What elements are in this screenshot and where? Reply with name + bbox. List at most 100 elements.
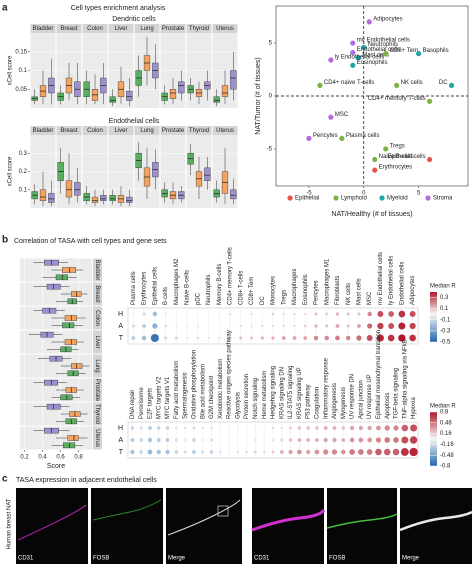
dot — [236, 450, 240, 454]
column-label: P53 pathway — [306, 384, 312, 419]
dot — [209, 450, 214, 454]
column-label: Heme metabolism — [262, 371, 268, 419]
column-label: Oxidative phosphorylation — [191, 350, 197, 419]
column-label: Adipocytes — [410, 276, 416, 305]
dot — [141, 335, 147, 341]
facet-label: Liver — [114, 128, 127, 134]
facet-label: Liver — [114, 26, 127, 32]
dot — [196, 324, 199, 328]
column-label: MSC — [367, 291, 373, 305]
point — [448, 82, 455, 89]
colorbar-title: Median R — [430, 404, 456, 410]
point-label: Adipocytes — [373, 16, 402, 22]
dot — [303, 324, 307, 328]
y-axis-label: xCell score — [8, 55, 14, 85]
point — [328, 57, 334, 63]
column-label: Monocytes — [271, 276, 277, 305]
column-label: Plasma cells — [131, 271, 137, 305]
column-label: Macrophages M2 — [174, 258, 180, 305]
facet-strip — [93, 378, 102, 402]
dot — [186, 312, 189, 316]
facet-strip — [134, 24, 160, 33]
y-axis-label: NAT/Tumor (# of tissues) — [255, 57, 262, 134]
dot — [314, 449, 320, 455]
image-label: Merge — [402, 556, 420, 562]
dot — [398, 334, 406, 342]
dot — [174, 438, 178, 442]
facet-label: Thyroid — [189, 26, 209, 32]
dot — [349, 437, 355, 443]
dot — [335, 324, 340, 328]
x-tick-label: 0.6 — [56, 455, 65, 461]
box — [55, 274, 68, 281]
column-label: Bile acid metabolism — [200, 364, 206, 419]
dot — [315, 438, 319, 442]
y-tick-label: 5 — [269, 41, 273, 47]
image-label: CD31 — [254, 556, 270, 562]
facet-strip — [160, 24, 186, 33]
column-label: Apical junction — [358, 380, 364, 419]
dot — [175, 426, 178, 430]
column-label: NK cells — [346, 283, 352, 305]
panel-letter: b — [2, 235, 8, 246]
box — [62, 267, 76, 273]
dot — [271, 336, 275, 340]
box — [126, 90, 133, 101]
column-label: Hypoxia — [411, 397, 417, 419]
y-tick-label: 0.2 — [19, 169, 28, 175]
image-label: Merge — [168, 556, 186, 562]
facet-strip — [30, 126, 56, 135]
y-tick-label: 0.15 — [15, 49, 27, 55]
column-label: TNF-alpha signaling via NFkB — [402, 339, 408, 419]
dot — [280, 438, 284, 442]
dot — [367, 323, 373, 329]
x-axis-label: NAT/Healthy (# of tissues) — [331, 211, 412, 218]
dot — [174, 336, 178, 340]
dot — [236, 438, 239, 442]
dot — [262, 450, 266, 454]
microscopy-images — [16, 488, 473, 564]
panel-title: TASA expression in adjacent endothelial … — [16, 477, 157, 484]
zoom-box — [217, 505, 229, 517]
image-label: FOSB — [329, 556, 345, 562]
image-label: FOSB — [93, 556, 109, 562]
dot — [377, 322, 384, 330]
column-label: Protein secretion — [244, 374, 250, 419]
dot — [271, 438, 275, 442]
column-label: Endothelial cells — [399, 262, 405, 305]
facet-strip — [30, 24, 56, 33]
column-label: IL2-STAT5 signaling — [288, 366, 294, 419]
column-label: Apoptosis — [385, 393, 391, 419]
dot — [263, 427, 266, 429]
dot — [280, 426, 284, 430]
point-label: MSC — [335, 112, 349, 118]
dot — [398, 322, 406, 330]
facet-label: Colon — [87, 26, 103, 32]
column-label: CD4+ memory T-cells — [228, 247, 234, 305]
column-label: Xenobiotic metabolism — [218, 359, 224, 419]
row-label: H — [118, 311, 123, 318]
column-label: Coagulation — [315, 387, 321, 419]
column-label: Notch signaling — [253, 378, 259, 419]
x-tick-label: 0 — [362, 191, 366, 197]
dot — [228, 336, 232, 340]
dot — [250, 324, 253, 328]
dot — [261, 313, 264, 315]
dot — [245, 450, 248, 454]
dot — [196, 336, 200, 340]
dot — [207, 313, 210, 315]
column-label: Pericytes — [314, 280, 320, 305]
dot — [324, 335, 329, 341]
facet-label: Bladder — [33, 128, 54, 134]
dot — [210, 426, 213, 430]
column-label: Epithelial cells — [152, 267, 158, 305]
box — [46, 403, 61, 410]
image — [91, 488, 163, 564]
point-label: Eosinophils — [357, 60, 388, 66]
column-label: UV response UP — [367, 374, 373, 419]
colorbar-tick-label: 0.1 — [440, 306, 449, 312]
box — [67, 435, 79, 441]
dot — [271, 450, 275, 454]
facet-strip — [82, 126, 108, 135]
dot — [239, 313, 242, 315]
